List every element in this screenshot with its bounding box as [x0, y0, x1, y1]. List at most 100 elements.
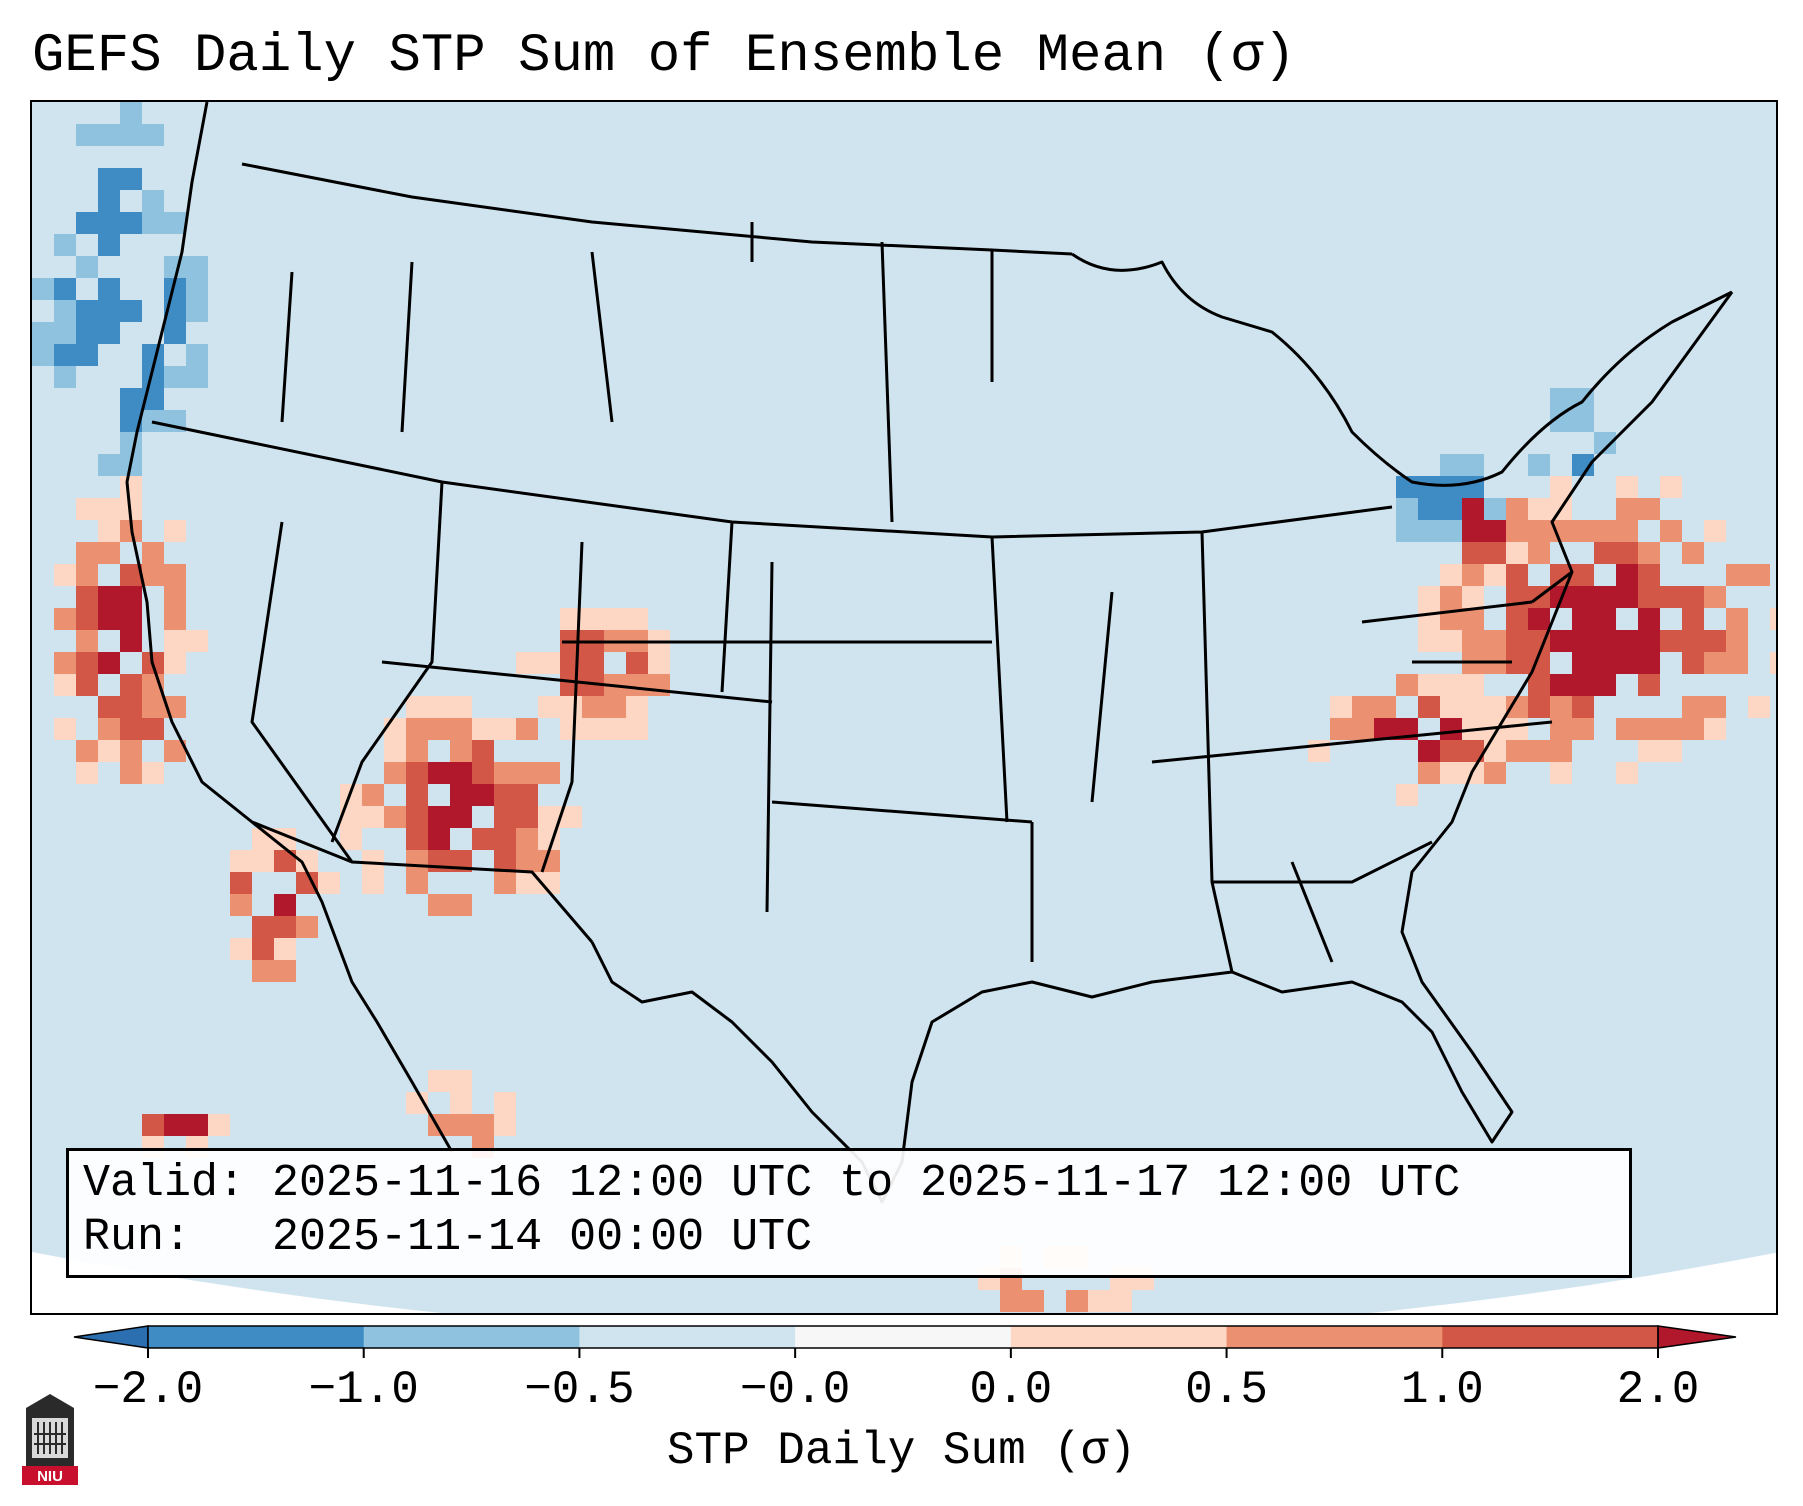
stp-cell	[406, 762, 428, 784]
stp-cell	[98, 542, 120, 564]
stp-cell	[428, 894, 450, 916]
stp-cell	[1440, 718, 1462, 740]
stp-cell	[1528, 630, 1550, 652]
stp-cell	[1462, 542, 1484, 564]
stp-cell	[1440, 762, 1462, 784]
stp-cell	[98, 300, 120, 322]
stp-cell	[1418, 740, 1440, 762]
stp-cell	[450, 894, 472, 916]
stp-cell	[76, 212, 98, 234]
stp-cell	[142, 564, 164, 586]
niu-logo: NIU	[20, 1392, 80, 1492]
stp-cell	[604, 608, 626, 630]
stp-cell	[54, 718, 76, 740]
stp-cell	[1462, 586, 1484, 608]
stp-cell	[428, 762, 450, 784]
stp-cell	[1616, 564, 1638, 586]
stp-cell	[1572, 520, 1594, 542]
run-label: Run:	[83, 1212, 192, 1263]
stp-cell	[1418, 498, 1440, 520]
stp-cell	[1418, 630, 1440, 652]
stp-cell	[164, 366, 186, 388]
stp-cell	[1594, 432, 1616, 454]
stp-cell	[32, 344, 54, 366]
stp-cell	[582, 608, 604, 630]
stp-cell	[1550, 740, 1572, 762]
stp-cell	[1594, 652, 1616, 674]
stp-cell	[626, 718, 648, 740]
stp-cell	[450, 762, 472, 784]
stp-cell	[1572, 608, 1594, 630]
stp-cell	[516, 784, 538, 806]
stp-cell	[164, 586, 186, 608]
stp-cell	[1528, 696, 1550, 718]
stp-cell	[164, 278, 186, 300]
stp-cell	[428, 806, 450, 828]
stp-cell	[494, 828, 516, 850]
stp-cell	[1638, 542, 1660, 564]
stp-cell	[252, 938, 274, 960]
stp-cell	[252, 850, 274, 872]
stp-cell	[164, 212, 186, 234]
stp-cell	[120, 124, 142, 146]
stp-cell	[1616, 586, 1638, 608]
stp-cell	[1550, 674, 1572, 696]
stp-cell	[98, 696, 120, 718]
stp-cell	[1704, 520, 1726, 542]
stp-cell	[582, 718, 604, 740]
stp-cell	[1638, 586, 1660, 608]
stp-cell	[1550, 476, 1572, 498]
stp-cell	[1616, 652, 1638, 674]
colorbar-tick-label: 1.0	[1400, 1364, 1484, 1416]
stp-cell	[1352, 718, 1374, 740]
stp-cell	[230, 894, 252, 916]
stp-cell	[98, 454, 120, 476]
boundaries	[125, 102, 1734, 1204]
stp-cell	[1440, 564, 1462, 586]
stp-cell	[1374, 696, 1396, 718]
great-lakes-outline	[1071, 252, 1733, 487]
stp-cell	[76, 674, 98, 696]
west-coast-outline	[125, 102, 454, 1153]
stp-cell	[1550, 762, 1572, 784]
stp-cell	[1484, 564, 1506, 586]
stp-cell	[1638, 608, 1660, 630]
stp-cell	[1704, 718, 1726, 740]
stp-cell	[274, 850, 296, 872]
stp-cell	[230, 938, 252, 960]
stp-cell	[164, 564, 186, 586]
stp-cell	[1550, 564, 1572, 586]
stp-cell	[76, 564, 98, 586]
stp-cell	[1418, 520, 1440, 542]
colorbar-extend-under	[73, 1325, 149, 1349]
stp-cell	[450, 696, 472, 718]
stp-cell	[1616, 630, 1638, 652]
stp-cell	[340, 828, 362, 850]
stp-cell	[1704, 586, 1726, 608]
stp-cell	[142, 124, 164, 146]
colorbar-tick-label: −0.5	[524, 1364, 635, 1416]
stp-cell	[1682, 652, 1704, 674]
stp-cell	[76, 586, 98, 608]
stp-cell	[1572, 674, 1594, 696]
state-lines	[151, 222, 1573, 973]
stp-cell	[120, 630, 142, 652]
stp-cell	[362, 784, 384, 806]
stp-cell	[1550, 696, 1572, 718]
stp-cell	[54, 674, 76, 696]
stp-cell	[472, 740, 494, 762]
info-box: Valid: 2025-11-16 12:00 UTC to 2025-11-1…	[66, 1148, 1632, 1278]
stp-cell	[76, 256, 98, 278]
stp-cell	[626, 652, 648, 674]
stp-cell	[1396, 520, 1418, 542]
stp-cell	[1418, 608, 1440, 630]
stp-cell	[1616, 762, 1638, 784]
stp-cell	[98, 520, 120, 542]
stp-cell	[1638, 630, 1660, 652]
stp-cell	[1506, 718, 1528, 740]
map-panel[interactable]	[30, 100, 1778, 1315]
stp-cell	[120, 388, 142, 410]
stp-cell	[538, 872, 560, 894]
stp-cell	[1594, 586, 1616, 608]
stp-cell	[1594, 520, 1616, 542]
